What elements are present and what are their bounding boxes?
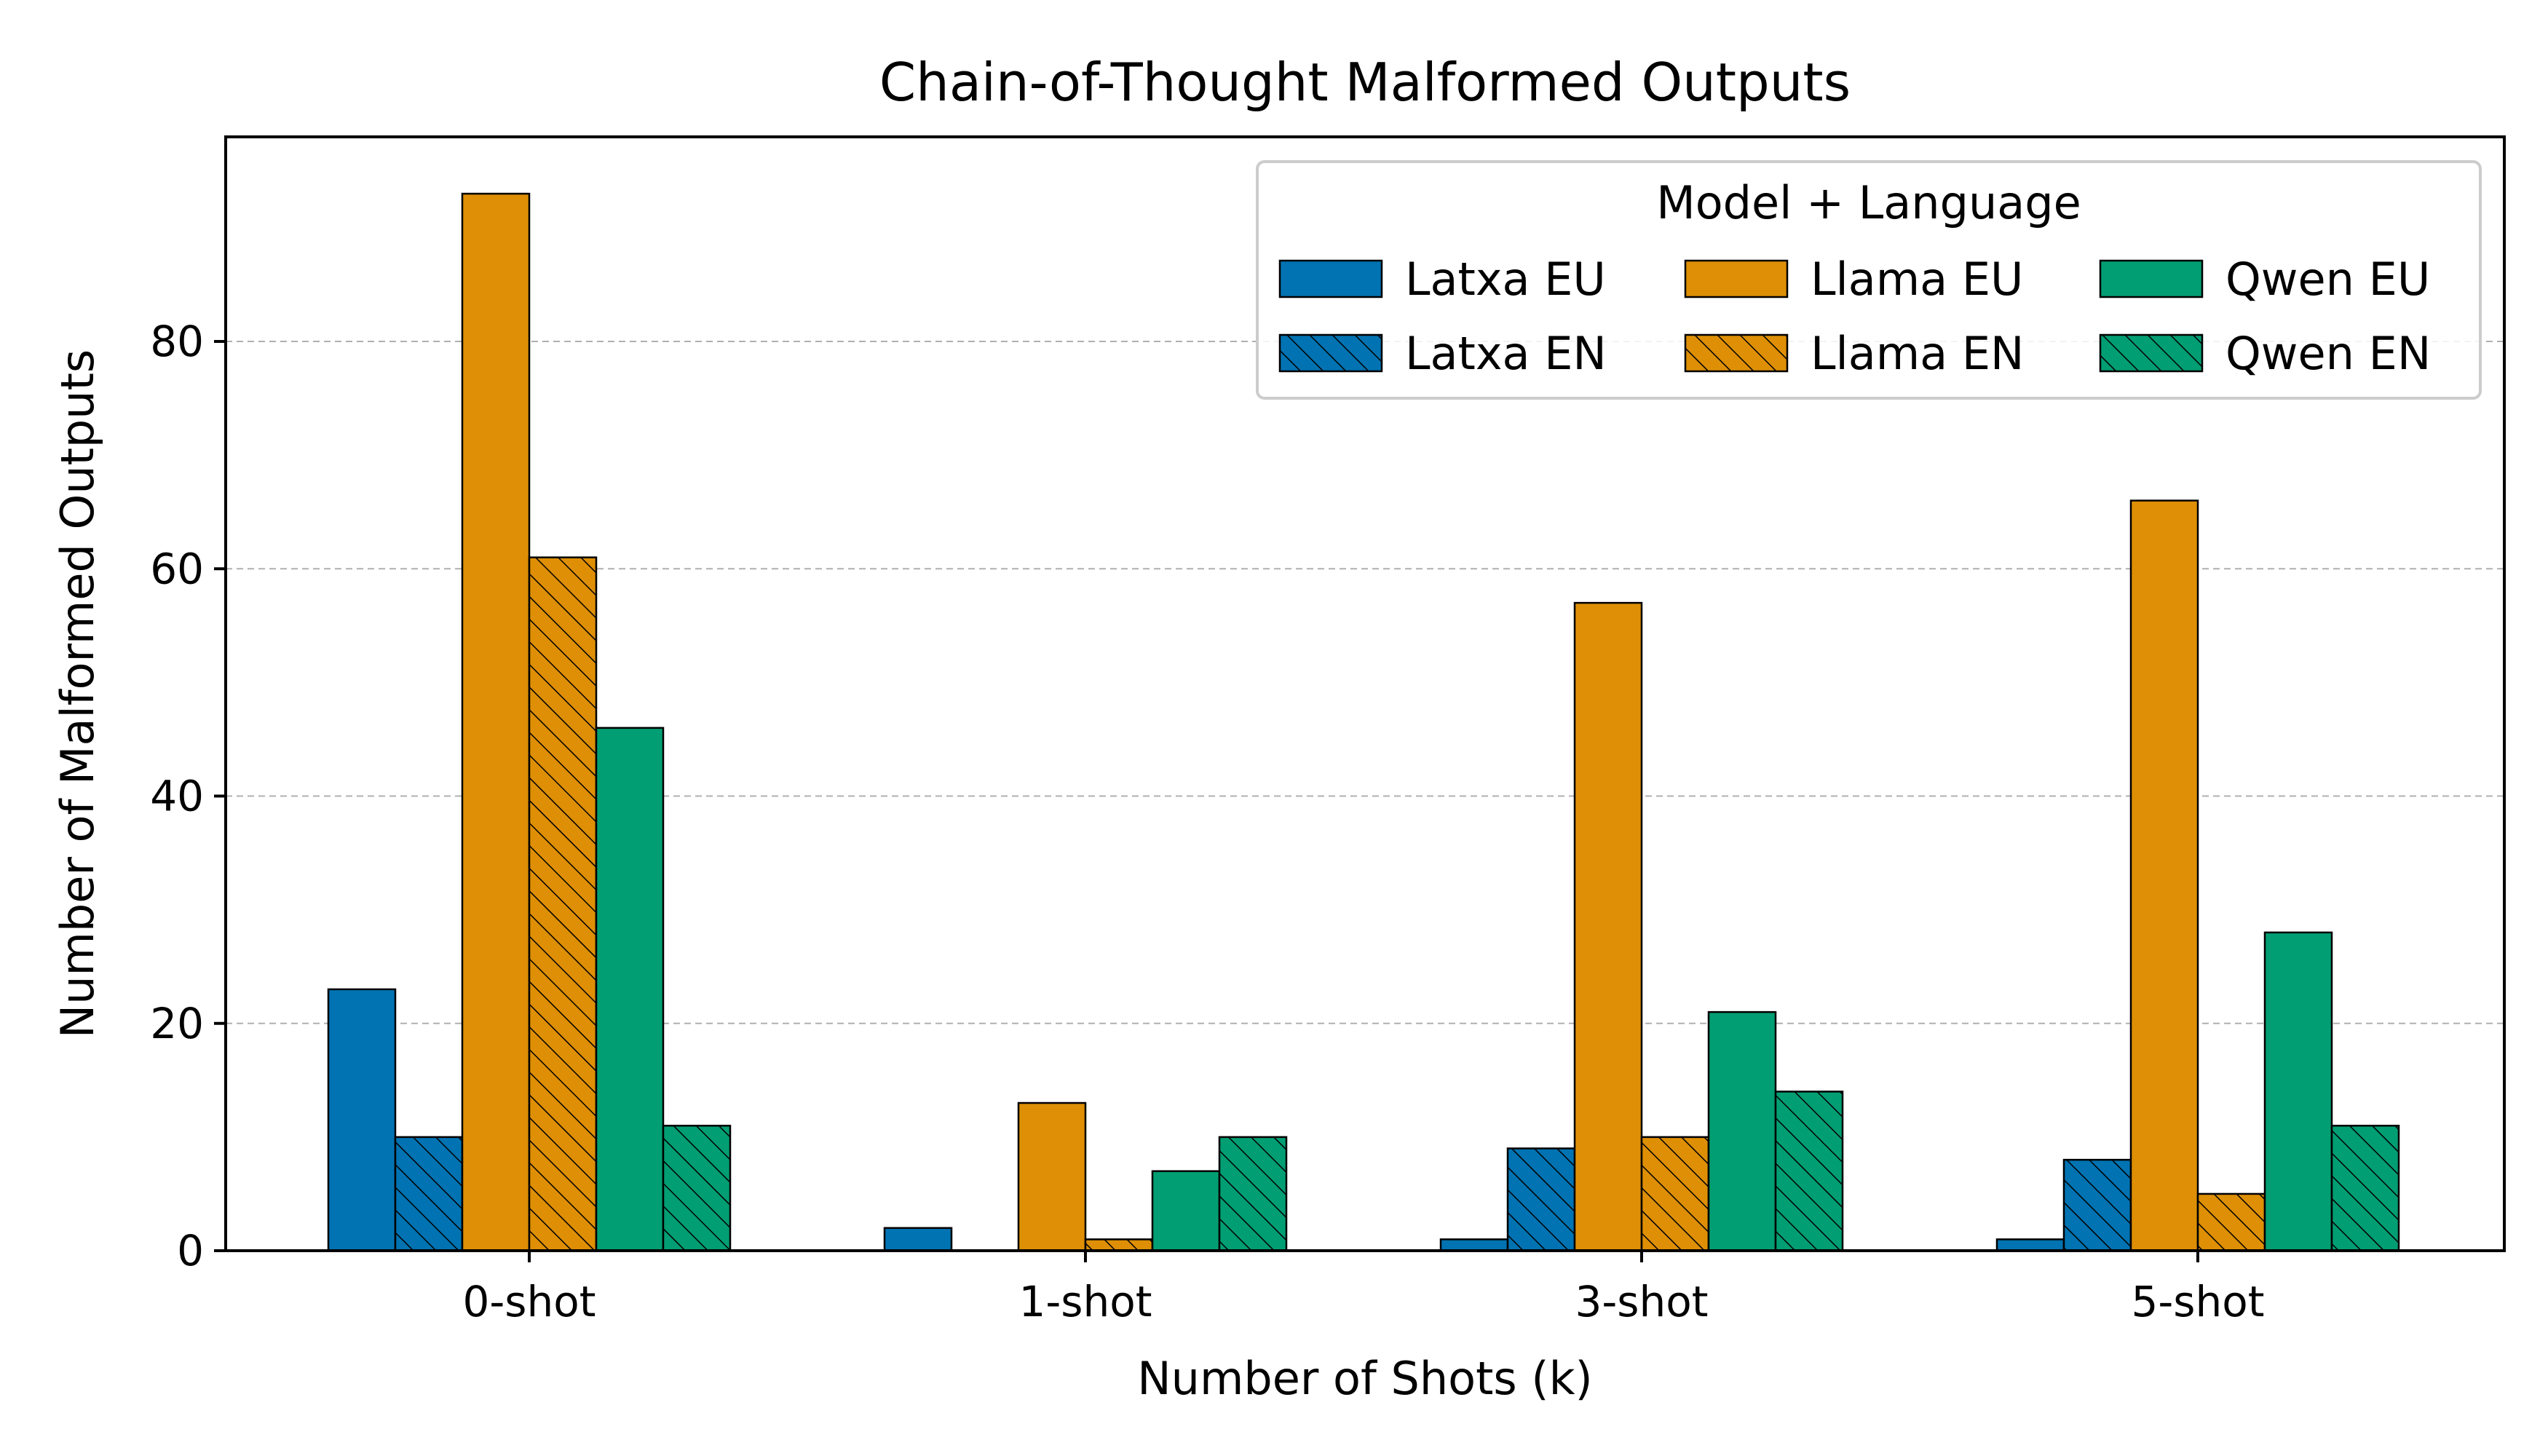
bar-hatch: [529, 557, 596, 1251]
legend-swatch: [2100, 261, 2202, 297]
y-tick-label: 60: [150, 544, 204, 593]
bar-hatch: [1085, 1239, 1152, 1251]
legend-label: Qwen EN: [2225, 327, 2431, 380]
bar-hatch: [2198, 1193, 2265, 1251]
bar: [1707, 1010, 1777, 1252]
bar: [2062, 1158, 2132, 1252]
bar-hatch: [395, 1136, 462, 1251]
x-tick-label: 1-shot: [1018, 1277, 1152, 1326]
legend-swatch-hatch: [1280, 335, 1382, 371]
bar: [1151, 1170, 1221, 1252]
bar-fill: [1575, 603, 1642, 1251]
legend-label: Qwen EU: [2225, 253, 2430, 306]
legend-item: Llama EU: [1684, 253, 2023, 306]
legend-item: Qwen EN: [2099, 327, 2431, 380]
legend-swatch: [1280, 261, 1382, 297]
x-tick-label: 0-shot: [462, 1277, 596, 1326]
legend-item: Latxa EN: [1278, 327, 1607, 380]
legend-label: Llama EN: [1811, 327, 2024, 380]
bar-fill: [1709, 1012, 1776, 1251]
y-tick-label: 80: [150, 317, 204, 366]
legend-title: Model + Language: [1656, 176, 2081, 229]
bar: [662, 1125, 732, 1252]
legend-item: Latxa EU: [1278, 253, 1606, 306]
legend-item: Llama EN: [1684, 327, 2024, 380]
bar: [528, 556, 598, 1252]
bar-hatch: [1219, 1136, 1286, 1251]
legend-label: Llama EU: [1811, 253, 2023, 306]
bar: [394, 1136, 464, 1252]
bar-fill: [596, 727, 663, 1251]
legend-swatch-outline: [1278, 333, 1383, 373]
bar: [461, 192, 531, 1252]
legend-label: Latxa EN: [1405, 327, 1607, 380]
y-tick-label: 40: [150, 772, 204, 821]
legend: Model + Language Latxa EU Latxa EN Llama E…: [1256, 160, 2482, 400]
bar: [1084, 1238, 1154, 1252]
legend-swatch-outline: [1684, 333, 1789, 373]
bar-hatch: [2064, 1160, 2131, 1251]
bar-hatch: [2332, 1125, 2399, 1251]
legend-swatch-hatch: [1685, 335, 1787, 371]
legend-item: Qwen EU: [2099, 253, 2430, 306]
bar: [1774, 1091, 1844, 1252]
legend-swatch: [1685, 261, 1787, 297]
bars: [327, 192, 2400, 1252]
legend-label: Latxa EU: [1405, 253, 1606, 306]
bar-fill: [1441, 1239, 1508, 1251]
bar-hatch: [663, 1125, 730, 1251]
bar-fill: [1997, 1239, 2064, 1251]
bar: [2196, 1192, 2266, 1252]
bar: [1017, 1101, 1087, 1252]
bar: [1573, 601, 1643, 1252]
bar-hatch: [1776, 1091, 1843, 1251]
bar: [1995, 1238, 2065, 1252]
legend-swatch-outline: [2099, 333, 2204, 373]
bar: [1506, 1147, 1576, 1252]
chart-title: Chain-of-Thought Malformed Outputs: [879, 52, 1851, 113]
ticks: 0 20 40 60 80 0-shot 1-shot 3-shot 5-shot: [150, 317, 2264, 1326]
x-tick-label: 3-shot: [1575, 1277, 1708, 1326]
bar-fill: [1152, 1171, 1219, 1251]
bar-fill: [2131, 500, 2198, 1251]
bar: [2129, 499, 2199, 1252]
bar-fill: [1018, 1103, 1085, 1251]
bar: [1439, 1238, 1509, 1252]
x-tick-label: 5-shot: [2131, 1277, 2264, 1326]
bar-hatch: [1642, 1136, 1709, 1251]
legend-swatch-outline: [1684, 259, 1789, 298]
plot-frame: [224, 135, 2506, 1252]
bar: [327, 988, 397, 1252]
bar-hatch: [1508, 1148, 1575, 1251]
y-tick-label: 20: [150, 999, 204, 1048]
bar-fill: [885, 1227, 951, 1251]
bar: [595, 727, 665, 1252]
bar-fill: [2265, 932, 2332, 1251]
legend-swatch-outline: [1278, 259, 1383, 298]
bar-fill: [328, 989, 395, 1251]
bar: [883, 1227, 953, 1252]
bar-fill: [462, 194, 529, 1251]
bar: [1640, 1136, 1710, 1252]
x-axis-label: Number of Shots (k): [1137, 1352, 1592, 1405]
bar: [2330, 1125, 2400, 1252]
legend-swatch-outline: [2099, 259, 2204, 298]
y-tick-label: 0: [177, 1226, 204, 1275]
bar: [2263, 931, 2333, 1252]
bar: [1218, 1136, 1288, 1252]
y-axis-label: Number of Malformed Outputs: [51, 349, 104, 1038]
legend-swatch-hatch: [2100, 335, 2202, 371]
